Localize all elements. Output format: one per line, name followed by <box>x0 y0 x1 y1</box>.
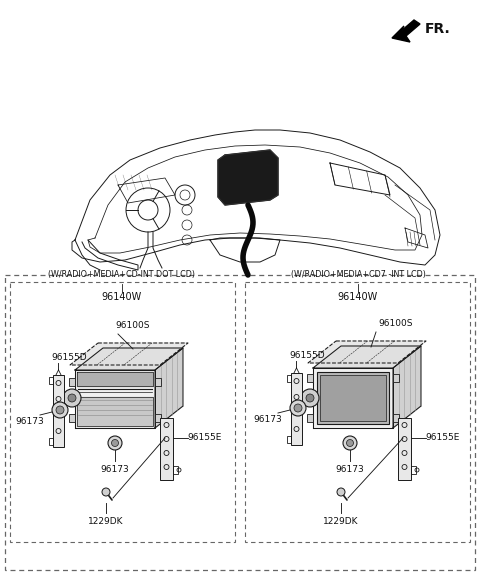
Text: 96173: 96173 <box>16 418 44 426</box>
Text: FR.: FR. <box>425 22 451 36</box>
Bar <box>69 414 75 422</box>
Bar <box>320 375 386 421</box>
Text: 1229DK: 1229DK <box>88 517 124 525</box>
Bar <box>5 275 475 570</box>
Circle shape <box>306 394 314 402</box>
Bar <box>155 378 161 386</box>
Bar <box>69 378 75 386</box>
Bar <box>411 466 416 474</box>
Circle shape <box>337 488 345 496</box>
Bar <box>10 282 235 542</box>
Text: 96173: 96173 <box>253 415 282 425</box>
Polygon shape <box>218 150 278 205</box>
Circle shape <box>102 488 110 496</box>
Polygon shape <box>77 397 153 426</box>
Circle shape <box>56 406 64 414</box>
Text: 96140W: 96140W <box>102 292 142 302</box>
Bar <box>173 466 178 474</box>
Bar <box>393 414 399 422</box>
Polygon shape <box>313 368 393 428</box>
Polygon shape <box>155 348 183 428</box>
Polygon shape <box>70 343 188 365</box>
Polygon shape <box>313 346 421 368</box>
Circle shape <box>301 389 319 407</box>
Polygon shape <box>75 348 183 370</box>
Bar <box>307 414 313 422</box>
Polygon shape <box>77 372 153 386</box>
Text: 96155E: 96155E <box>426 434 460 442</box>
Bar <box>49 438 53 445</box>
Text: 96140W: 96140W <box>338 292 378 302</box>
Bar <box>307 374 313 382</box>
Text: 96173: 96173 <box>336 464 364 473</box>
Bar <box>393 374 399 382</box>
Circle shape <box>290 400 306 416</box>
Polygon shape <box>392 20 420 42</box>
Text: 1229DK: 1229DK <box>323 517 359 525</box>
Text: 96155E: 96155E <box>188 434 222 442</box>
Bar <box>398 418 411 480</box>
Bar <box>49 377 53 384</box>
Text: 96100S: 96100S <box>116 321 150 331</box>
Circle shape <box>347 439 353 446</box>
Circle shape <box>68 394 76 402</box>
Bar <box>287 436 291 443</box>
Bar <box>155 414 161 422</box>
Text: 96155D: 96155D <box>51 353 87 362</box>
Polygon shape <box>75 370 155 428</box>
Circle shape <box>294 404 302 412</box>
Circle shape <box>108 436 122 450</box>
Bar <box>317 372 389 424</box>
Polygon shape <box>393 346 421 428</box>
Polygon shape <box>308 341 426 363</box>
Bar <box>53 375 64 447</box>
Text: 96100S: 96100S <box>379 320 413 328</box>
Text: (W/RADIO+MEDIA+CD-INT DOT LCD): (W/RADIO+MEDIA+CD-INT DOT LCD) <box>48 270 195 279</box>
Bar <box>287 375 291 382</box>
Circle shape <box>52 402 68 418</box>
Bar <box>245 282 470 542</box>
Text: 96155D: 96155D <box>289 351 325 359</box>
Bar <box>291 373 302 445</box>
Circle shape <box>111 439 119 446</box>
Text: (W/RADIO+MEDIA+CD7 -INT LCD): (W/RADIO+MEDIA+CD7 -INT LCD) <box>290 270 425 279</box>
Circle shape <box>343 436 357 450</box>
Bar <box>160 418 173 480</box>
Circle shape <box>63 389 81 407</box>
Text: 96173: 96173 <box>101 464 130 473</box>
